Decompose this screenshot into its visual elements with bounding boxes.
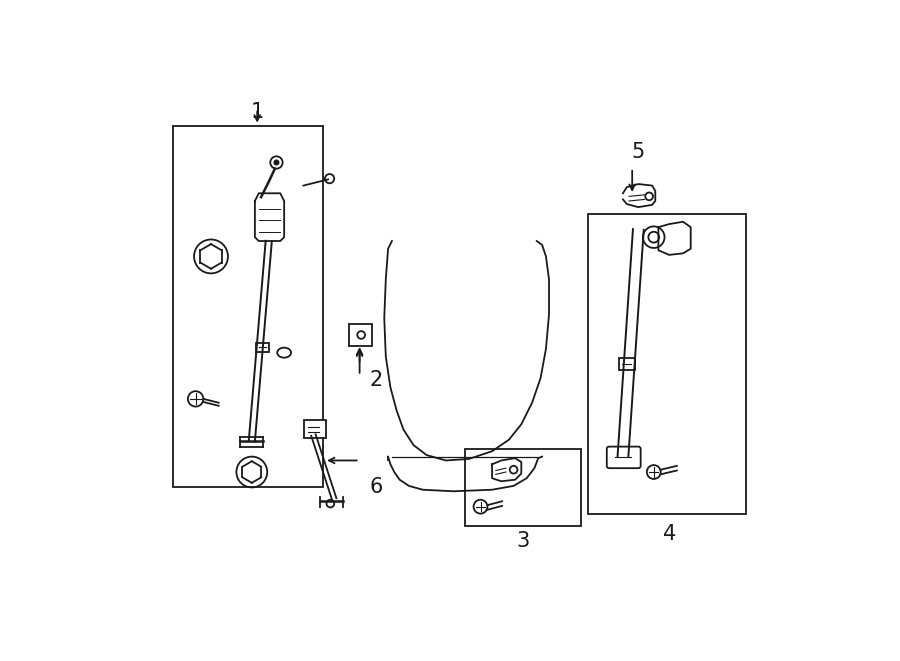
Text: 1: 1 bbox=[250, 102, 264, 122]
FancyBboxPatch shape bbox=[607, 447, 641, 468]
Circle shape bbox=[274, 160, 279, 165]
Bar bbox=[173, 126, 322, 487]
Bar bbox=[304, 420, 326, 438]
Text: 5: 5 bbox=[632, 143, 645, 163]
Bar bbox=[619, 358, 634, 370]
Text: 3: 3 bbox=[517, 531, 529, 551]
Bar bbox=[465, 449, 580, 526]
Text: 6: 6 bbox=[370, 477, 383, 498]
Bar bbox=[589, 214, 746, 514]
Bar bbox=[256, 342, 269, 352]
Text: 2: 2 bbox=[370, 369, 383, 389]
Text: 4: 4 bbox=[662, 524, 676, 543]
Bar bbox=[349, 324, 372, 346]
